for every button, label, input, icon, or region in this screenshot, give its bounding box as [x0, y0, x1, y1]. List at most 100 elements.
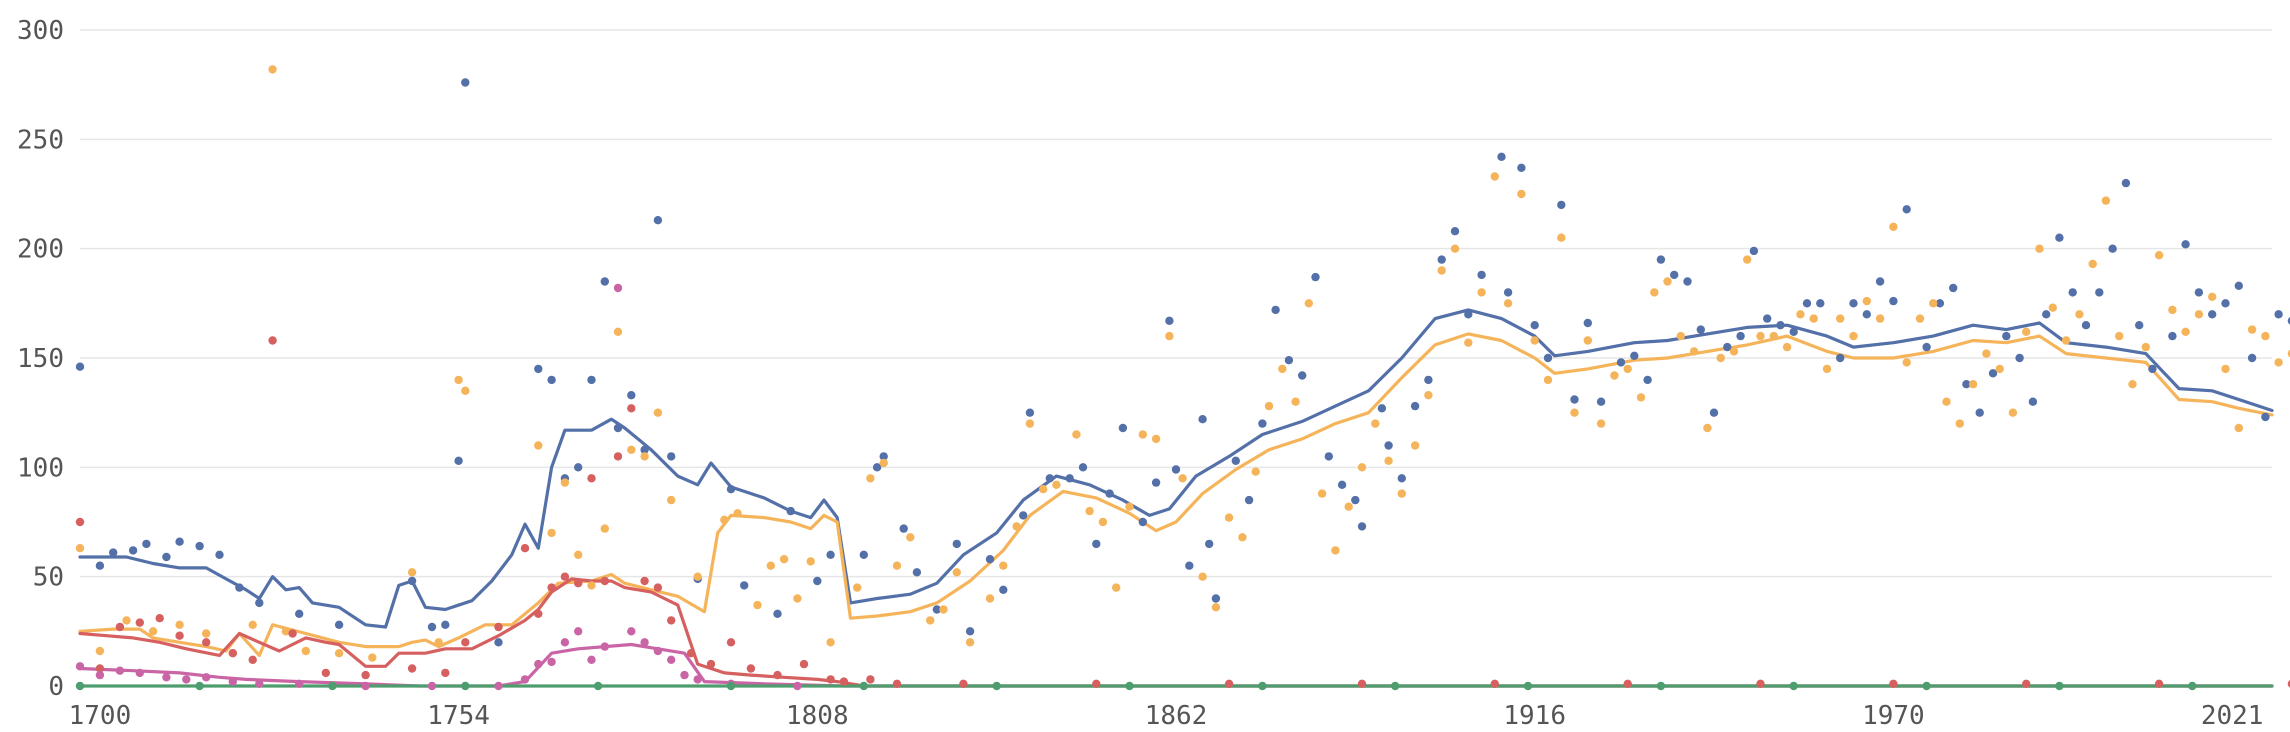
series-points-1	[75, 78, 2290, 647]
data-point	[1424, 375, 1433, 385]
data-point	[2287, 317, 2290, 325]
data-point	[1962, 380, 1971, 389]
data-point	[1138, 517, 1148, 527]
data-point	[2141, 342, 2150, 352]
data-point	[892, 679, 902, 688]
data-point	[1231, 456, 1241, 465]
data-point	[613, 423, 623, 433]
data-point	[1875, 314, 1885, 323]
data-point	[1410, 401, 1420, 411]
data-point	[613, 452, 623, 461]
data-point	[706, 659, 716, 669]
data-point	[1902, 205, 1911, 214]
data-point	[726, 638, 736, 647]
data-point	[461, 681, 470, 691]
data-point	[1450, 244, 1460, 253]
data-point	[859, 681, 868, 691]
data-point	[746, 664, 756, 673]
data-point	[560, 572, 570, 581]
data-point	[1570, 395, 1579, 404]
data-point	[368, 653, 377, 662]
data-point	[321, 668, 330, 678]
data-point	[547, 528, 556, 538]
data-point	[1052, 480, 1061, 489]
data-point	[912, 568, 922, 577]
data-point	[1670, 270, 1679, 280]
data-point	[1756, 679, 1765, 688]
data-point	[2121, 178, 2131, 188]
series-points-4	[75, 283, 802, 691]
data-point	[1337, 480, 1347, 489]
data-point	[2008, 408, 2018, 417]
data-point	[75, 517, 85, 527]
data-point	[2208, 292, 2217, 301]
x-tick-label: 1916	[1503, 701, 1566, 731]
data-point	[1530, 321, 1539, 330]
data-point	[2168, 331, 2177, 341]
data-point	[1689, 347, 1699, 356]
data-point	[1776, 321, 1785, 330]
data-point	[202, 629, 211, 638]
data-point	[680, 670, 689, 680]
data-point	[1862, 296, 1872, 306]
data-point	[1902, 358, 1911, 367]
data-point	[1291, 397, 1300, 406]
data-point	[361, 670, 370, 680]
data-point	[2287, 349, 2290, 358]
data-point	[547, 583, 556, 592]
data-point	[686, 649, 696, 658]
data-point	[1384, 456, 1393, 465]
data-point	[1703, 423, 1712, 433]
data-point	[520, 675, 530, 684]
series-points	[75, 65, 2290, 691]
data-point	[1623, 679, 1632, 688]
data-point	[1045, 474, 1055, 483]
data-point	[959, 679, 968, 688]
data-point	[879, 452, 888, 461]
data-point	[1716, 353, 1725, 363]
data-point	[1557, 233, 1566, 242]
data-point	[1763, 314, 1772, 323]
data-point	[2095, 288, 2104, 297]
data-point	[1816, 299, 1825, 308]
data-point	[2154, 679, 2164, 688]
data-point	[1198, 415, 1207, 424]
data-point	[1789, 681, 1798, 691]
data-point	[1118, 423, 1128, 433]
data-point	[1949, 283, 1958, 293]
data-point	[148, 627, 158, 636]
y-tick-label: 300	[17, 16, 64, 46]
data-point	[1503, 299, 1513, 308]
data-point	[932, 605, 942, 614]
data-point	[859, 550, 868, 559]
data-point	[879, 458, 888, 468]
data-point	[547, 657, 556, 667]
data-point	[407, 664, 417, 673]
data-point	[1889, 222, 1898, 231]
data-point	[202, 673, 211, 682]
data-point	[2221, 364, 2230, 374]
data-point	[1238, 533, 1247, 542]
data-point	[215, 550, 224, 559]
data-point	[1072, 430, 1081, 439]
data-point	[1650, 288, 1659, 297]
data-point	[574, 579, 583, 588]
data-point	[2194, 288, 2204, 297]
data-point	[1583, 318, 1593, 328]
data-point	[1138, 430, 1148, 439]
axis-tick-labels: 0 50 100 150 200 250 300 1700 1754 1808 1862 1916 19…	[17, 16, 2263, 731]
data-point	[2068, 288, 2077, 297]
x-tick-label: 1862	[1145, 701, 1208, 731]
data-point	[1929, 299, 1938, 308]
data-point	[135, 618, 144, 627]
data-point	[2108, 244, 2117, 253]
data-point	[1490, 172, 1500, 181]
data-point	[2015, 353, 2024, 363]
data-point	[2188, 681, 2197, 691]
data-point	[235, 583, 244, 592]
data-point	[627, 404, 636, 413]
data-point	[593, 681, 603, 691]
data-point	[1331, 546, 1340, 555]
data-point	[2234, 423, 2243, 433]
